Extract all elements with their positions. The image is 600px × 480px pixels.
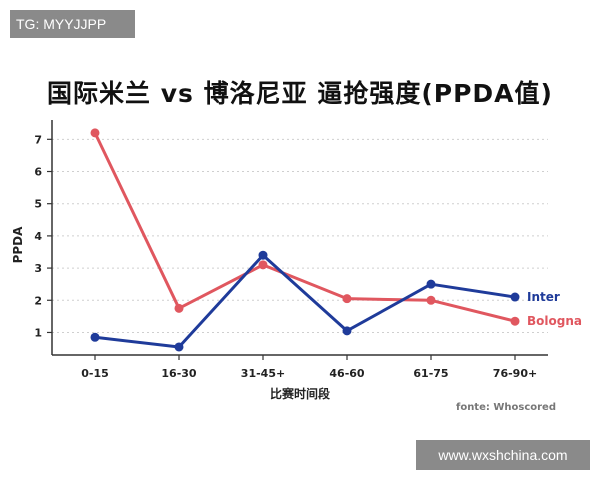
- y-tick-label-2: 2: [34, 294, 42, 307]
- x-tick-label-16-30: 16-30: [161, 367, 197, 380]
- series-layer: [90, 128, 520, 352]
- point-inter-46-60: [342, 326, 352, 336]
- point-inter-0-15: [90, 332, 100, 342]
- x-tick-label-76-90+: 76-90+: [493, 367, 537, 380]
- point-bologna-31-45+: [258, 260, 268, 270]
- label-layer: Bologna Inter: [527, 290, 582, 328]
- series-label-bologna: Bologna: [527, 314, 582, 328]
- watermark-top: TG: MYYJJPP: [10, 10, 135, 38]
- grid-layer: [52, 138, 548, 333]
- axis-layer: 1 2 3 4 5 6 7 0-15 16-30 31-45+ 46-60 61-75 76-90+: [34, 120, 548, 380]
- x-axis-title: 比赛时间段: [270, 386, 331, 401]
- y-tick-label-5: 5: [34, 198, 42, 211]
- y-tick-label-7: 7: [34, 133, 42, 146]
- point-bologna-76-90+: [510, 316, 520, 326]
- watermark-bottom: www.wxshchina.com: [416, 440, 590, 470]
- y-tick-label-1: 1: [34, 326, 42, 339]
- point-inter-61-75: [426, 279, 436, 289]
- point-inter-31-45+: [258, 250, 268, 260]
- point-bologna-61-75: [426, 295, 436, 305]
- y-tick-label-4: 4: [34, 230, 42, 243]
- chart-title: 国际米兰 vs 博洛尼亚 逼抢强度(PPDA值): [47, 79, 553, 108]
- y-tick-label-3: 3: [34, 262, 42, 275]
- x-tick-label-0-15: 0-15: [81, 367, 109, 380]
- y-tick-label-6: 6: [34, 166, 42, 179]
- series-line-inter: [94, 253, 516, 349]
- x-tick-label-61-75: 61-75: [413, 367, 448, 380]
- series-line-bologna: [93, 132, 516, 323]
- x-tick-label-46-60: 46-60: [329, 367, 365, 380]
- point-inter-76-90+: [510, 292, 520, 302]
- point-bologna-0-15: [90, 128, 100, 138]
- point-bologna-46-60: [342, 294, 352, 304]
- source-note: fonte: Whoscored: [456, 402, 556, 413]
- x-tick-label-31-45+: 31-45+: [241, 367, 285, 380]
- series-label-inter: Inter: [527, 290, 560, 304]
- point-bologna-16-30: [174, 303, 184, 313]
- point-inter-16-30: [174, 342, 184, 352]
- y-axis-title: PPDA: [11, 226, 25, 264]
